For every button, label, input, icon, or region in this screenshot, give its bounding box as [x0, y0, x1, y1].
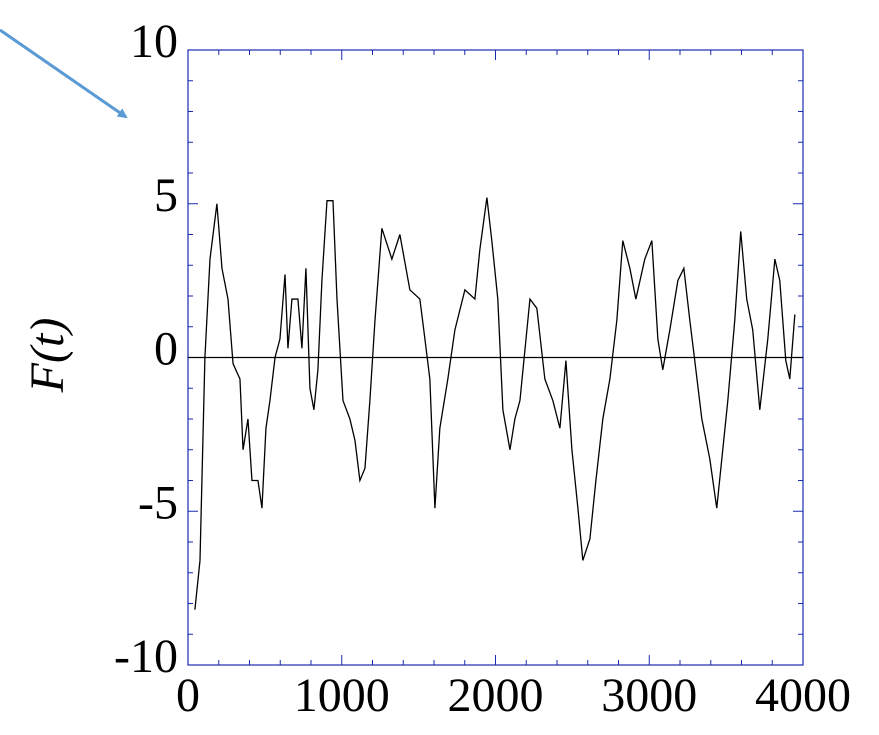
- x-tick-label: 0: [176, 669, 200, 722]
- y-tick-label: 0: [154, 323, 178, 376]
- y-tick-label: -10: [114, 630, 178, 683]
- x-tick-label: 3000: [601, 669, 697, 722]
- y-tick-label: 5: [154, 169, 178, 222]
- y-tick-label: -5: [138, 476, 178, 529]
- y-axis-label: F(t): [21, 318, 74, 394]
- data-line: [194, 197, 796, 610]
- x-tick-label: 2000: [448, 669, 544, 722]
- y-tick-label: 10: [130, 15, 178, 68]
- x-tick-label: 1000: [294, 669, 390, 722]
- x-tick-label: 4000: [755, 669, 851, 722]
- arrow: [0, 28, 128, 119]
